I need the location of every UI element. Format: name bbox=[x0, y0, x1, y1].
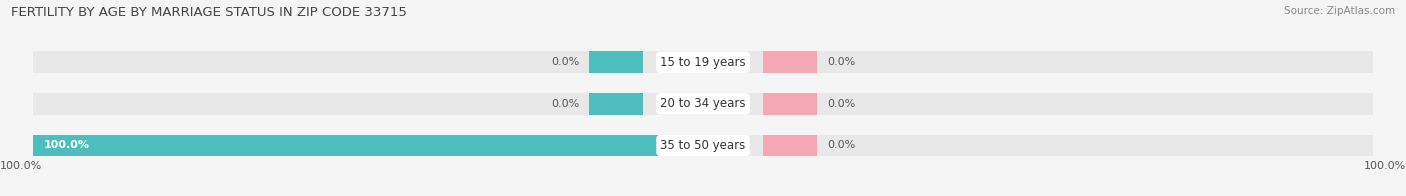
Text: 35 to 50 years: 35 to 50 years bbox=[661, 139, 745, 152]
Text: 0.0%: 0.0% bbox=[551, 99, 579, 109]
Text: 0.0%: 0.0% bbox=[827, 141, 855, 151]
Text: 100.0%: 100.0% bbox=[1364, 161, 1406, 171]
Text: FERTILITY BY AGE BY MARRIAGE STATUS IN ZIP CODE 33715: FERTILITY BY AGE BY MARRIAGE STATUS IN Z… bbox=[11, 6, 408, 19]
Text: 100.0%: 100.0% bbox=[0, 161, 42, 171]
Text: 100.0%: 100.0% bbox=[44, 141, 90, 151]
Bar bbox=[589, 52, 643, 73]
Bar bbox=[589, 93, 643, 115]
Text: Source: ZipAtlas.com: Source: ZipAtlas.com bbox=[1284, 6, 1395, 16]
Bar bbox=[763, 93, 817, 115]
Text: 20 to 34 years: 20 to 34 years bbox=[661, 97, 745, 110]
Bar bbox=[34, 135, 1372, 156]
Bar bbox=[763, 52, 817, 73]
Bar bbox=[34, 93, 1372, 115]
Text: 0.0%: 0.0% bbox=[827, 57, 855, 67]
Text: 0.0%: 0.0% bbox=[827, 99, 855, 109]
Bar bbox=[34, 135, 703, 156]
Text: 0.0%: 0.0% bbox=[551, 57, 579, 67]
Text: 15 to 19 years: 15 to 19 years bbox=[661, 56, 745, 69]
Bar bbox=[34, 52, 1372, 73]
Bar bbox=[763, 135, 817, 156]
